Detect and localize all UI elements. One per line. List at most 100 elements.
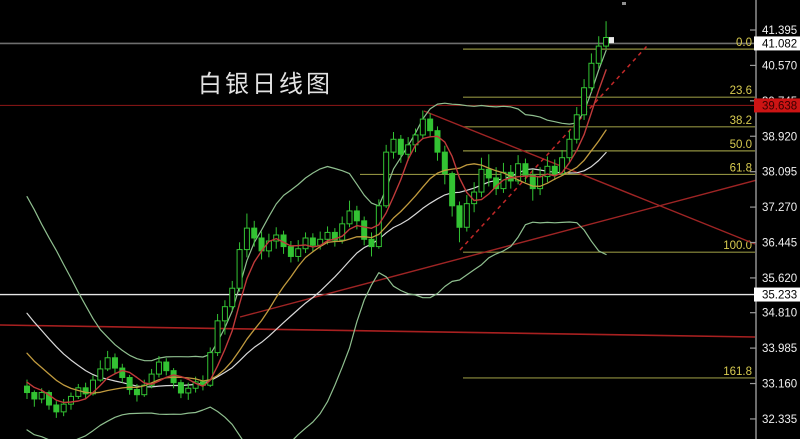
candle-body	[361, 220, 368, 240]
candle-body	[207, 352, 214, 386]
candle-body	[60, 403, 67, 413]
candle-body	[185, 387, 192, 394]
candle-body	[390, 138, 397, 153]
candle-body	[251, 227, 258, 239]
candle-body	[478, 168, 485, 193]
candle-body	[515, 163, 522, 182]
candle-body	[324, 231, 331, 240]
cursor-dot	[622, 2, 626, 5]
descending-trendline[interactable]	[423, 110, 756, 245]
candle-body	[155, 361, 162, 375]
candle-body	[346, 210, 353, 225]
candle-body	[287, 246, 294, 257]
candle-body	[441, 151, 448, 175]
candle-body	[339, 223, 346, 241]
candle-body	[309, 237, 316, 246]
fib-label-61.8: 61.8	[730, 162, 752, 174]
ma-mid-line	[26, 129, 607, 394]
candle-body	[38, 392, 45, 400]
fib-label-23.6: 23.6	[730, 85, 752, 97]
candle-body	[75, 387, 82, 397]
candle-body	[383, 151, 390, 207]
candle-body	[214, 320, 221, 354]
candle-body	[45, 392, 52, 406]
candle-body	[551, 165, 558, 175]
candle-body	[427, 118, 434, 132]
plot-area: 0.0 23.6 38.2 50.0 61.8 100.0 161.8	[0, 2, 757, 439]
candle-body	[588, 62, 595, 89]
candle-body	[449, 173, 456, 207]
candle-body	[148, 373, 155, 386]
bollinger-lower-band	[26, 221, 607, 439]
candle-body	[368, 238, 375, 248]
candle-body	[295, 248, 302, 257]
y-axis-label: 34.810	[762, 308, 797, 320]
steep-dashed-trendline[interactable]	[459, 45, 648, 251]
candle-body	[89, 379, 96, 395]
fib-label-100.0: 100.0	[723, 240, 752, 252]
candle-body	[559, 157, 566, 175]
candle-body	[111, 357, 118, 369]
candle-body	[581, 87, 588, 116]
y-axis-label: 33.985	[762, 343, 797, 355]
candle-body	[522, 163, 529, 176]
candle-body	[243, 227, 250, 251]
candle-body	[456, 205, 463, 228]
fib-label-50.0: 50.0	[730, 139, 752, 151]
candle-body	[595, 45, 602, 64]
channel-bottom[interactable]	[0, 324, 756, 338]
fib-label-38.2: 38.2	[730, 115, 752, 127]
candle-body	[405, 144, 412, 155]
last-price-marker	[609, 37, 614, 44]
price-tag-35.233	[754, 287, 800, 302]
y-axis-label: 41.395	[762, 25, 797, 37]
candle-body	[463, 203, 470, 228]
candle-body	[53, 404, 60, 413]
candle-body	[353, 210, 360, 222]
candle-body	[133, 389, 140, 396]
price-tag-label: 39.638	[762, 100, 797, 112]
ascending-trendline[interactable]	[239, 179, 757, 318]
candle-body	[544, 165, 551, 178]
candle-body	[603, 37, 610, 47]
candle-body	[97, 368, 104, 381]
price-tag-label: 35.233	[762, 290, 797, 302]
candle-body	[566, 138, 573, 159]
y-axis-label: 32.335	[762, 414, 797, 426]
y-axis-label: 38.920	[762, 131, 797, 143]
y-axis-label: 33.160	[762, 379, 797, 391]
candle-body	[331, 231, 338, 241]
candle-body	[573, 114, 580, 140]
candle-body	[163, 361, 170, 372]
y-axis-label: 37.270	[762, 202, 797, 214]
candle-body	[82, 387, 89, 395]
candle-body	[221, 306, 228, 322]
candle-body	[67, 395, 74, 405]
ma-slow-line	[26, 151, 607, 388]
candle-body	[397, 138, 404, 155]
candle-body	[485, 168, 492, 179]
candle-body	[419, 118, 426, 136]
bollinger-upper-band	[26, 49, 607, 362]
candle-body	[31, 392, 38, 400]
candle-body	[24, 385, 30, 394]
candle-body	[236, 249, 243, 289]
y-axis-label: 40.570	[762, 60, 797, 72]
candle-body	[302, 237, 309, 250]
price-tag-41.082	[754, 36, 800, 51]
candle-body	[434, 130, 441, 153]
candle-body	[229, 287, 236, 308]
candle-body	[177, 382, 184, 394]
candle-body	[104, 357, 111, 370]
price-tag-label: 41.082	[762, 38, 797, 50]
fib-label-0.0: 0.0	[736, 37, 752, 49]
candle-body	[529, 174, 536, 190]
fib-label-161.8: 161.8	[723, 366, 752, 378]
chart-title: 白银日线图	[198, 71, 333, 98]
price-tag-39.638	[754, 98, 800, 113]
y-axis-label: 35.620	[762, 273, 797, 285]
y-axis-label: 36.445	[762, 238, 797, 250]
ma-fast-line	[26, 69, 607, 404]
